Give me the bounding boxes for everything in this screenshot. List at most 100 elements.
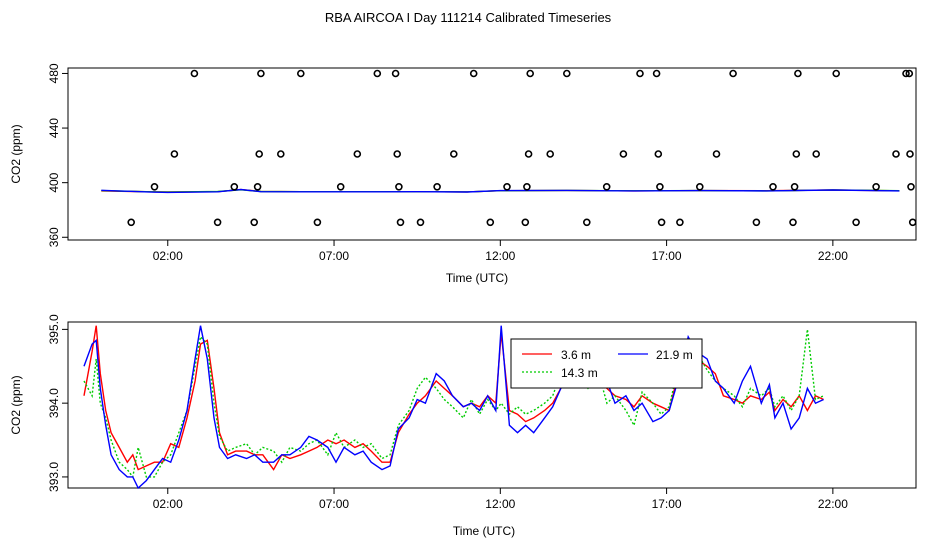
- scatter-point: [190, 69, 199, 78]
- scatter-point: [892, 150, 900, 158]
- legend-label-3-6m: 3.6 m: [561, 348, 591, 362]
- x-tick-label: 07:00: [319, 497, 349, 511]
- top-x-label: Time (UTC): [446, 271, 508, 285]
- scatter-point: [789, 218, 797, 227]
- y-tick-label: 394.0: [47, 388, 61, 418]
- scatter-point: [792, 150, 801, 158]
- bottom-x-axis: 02:00 07:00 12:00 17:00 22:00: [153, 488, 848, 511]
- legend: 3.6 m 14.3 m 21.9 m: [510, 338, 703, 389]
- scatter-point: [902, 69, 910, 78]
- scatter-point: [213, 218, 222, 227]
- scatter-point: [582, 218, 591, 227]
- scatter-point: [396, 218, 405, 227]
- bottom-panel: 393.0 394.0 395.0 02:00 07:00 12:00 17:00 22:0…: [9, 314, 917, 538]
- scatter-point: [393, 150, 402, 158]
- top-scatter-points: [127, 69, 917, 227]
- scatter-point: [391, 69, 400, 78]
- scatter-point: [695, 183, 704, 191]
- scatter-point: [906, 150, 914, 158]
- scatter-point: [872, 183, 880, 191]
- top-x-axis: 02:00 07:00 12:00 17:00 22:00: [153, 240, 848, 263]
- scatter-point: [794, 69, 802, 78]
- top-plot-frame: [67, 67, 917, 241]
- scatter-point: [523, 183, 531, 191]
- scatter-point: [907, 183, 915, 191]
- y-tick-label: 400: [47, 172, 61, 192]
- scatter-point: [524, 150, 533, 158]
- scatter-point: [486, 218, 495, 227]
- legend-box: [510, 338, 703, 389]
- scatter-point: [469, 69, 478, 78]
- scatter-point: [255, 150, 264, 158]
- series-line-21-9-m: [83, 325, 824, 490]
- x-tick-label: 12:00: [485, 497, 515, 511]
- bottom-x-label: Time (UTC): [453, 524, 515, 538]
- scatter-point: [170, 150, 179, 158]
- x-tick-label: 07:00: [319, 249, 349, 263]
- scatter-point: [257, 69, 265, 78]
- scatter-point: [908, 218, 917, 227]
- scatter-point: [313, 218, 322, 227]
- scatter-point: [712, 150, 721, 158]
- chart-title: RBA AIRCOA I Day 111214 Calibrated Times…: [325, 10, 612, 25]
- scatter-point: [395, 183, 403, 191]
- bottom-plot-frame: [67, 321, 917, 489]
- scatter-point: [449, 150, 458, 158]
- scatter-point: [676, 218, 684, 227]
- top-y-label: CO2 (ppm): [9, 124, 23, 183]
- scatter-point: [832, 69, 841, 78]
- scatter-point: [752, 218, 761, 227]
- top-y-axis: 360 400 440 480: [47, 63, 68, 247]
- scatter-point: [652, 69, 661, 78]
- x-tick-label: 22:00: [818, 249, 848, 263]
- series-line-14-3-m: [83, 329, 824, 479]
- scatter-point: [729, 69, 737, 78]
- scatter-point: [636, 69, 644, 78]
- scatter-point: [656, 183, 664, 191]
- legend-label-14-3m: 14.3 m: [561, 366, 598, 380]
- bottom-series-lines: [83, 325, 824, 490]
- scatter-point: [336, 183, 345, 191]
- y-tick-label: 480: [47, 63, 61, 83]
- scatter-point: [250, 218, 258, 227]
- x-tick-label: 17:00: [652, 497, 682, 511]
- scatter-point: [521, 218, 530, 227]
- x-tick-label: 12:00: [485, 249, 515, 263]
- x-tick-label: 22:00: [818, 497, 848, 511]
- scatter-point: [654, 150, 663, 158]
- scatter-point: [546, 150, 555, 158]
- scatter-point: [433, 183, 441, 191]
- legend-label-21-9m: 21.9 m: [656, 348, 693, 362]
- bottom-y-axis: 393.0 394.0 395.0: [47, 314, 68, 492]
- scatter-point: [619, 150, 628, 158]
- y-tick-label: 395.0: [47, 314, 61, 344]
- scatter-point: [526, 69, 535, 78]
- scatter-point: [353, 150, 362, 158]
- scatter-point: [852, 218, 860, 227]
- x-tick-label: 17:00: [652, 249, 682, 263]
- y-tick-label: 393.0: [47, 462, 61, 492]
- scatter-point: [769, 183, 777, 191]
- scatter-point: [150, 183, 159, 191]
- scatter-point: [230, 183, 239, 191]
- scatter-point: [602, 183, 611, 191]
- x-tick-label: 02:00: [153, 497, 183, 511]
- scatter-point: [503, 183, 511, 191]
- scatter-point: [416, 218, 425, 227]
- scatter-point: [657, 218, 666, 227]
- y-tick-label: 440: [47, 118, 61, 138]
- scatter-point: [296, 69, 305, 78]
- bottom-y-label: CO2 (ppm): [9, 375, 23, 434]
- top-series-lines: [101, 188, 900, 194]
- x-tick-label: 02:00: [153, 249, 183, 263]
- scatter-point: [790, 183, 799, 191]
- top-panel: 360 400 440 480 02:00 07:00 12:00 17:00 22:00 T…: [9, 63, 917, 285]
- scatter-point: [562, 69, 571, 78]
- y-tick-label: 360: [47, 227, 61, 247]
- scatter-point: [373, 69, 382, 78]
- scatter-point: [276, 150, 285, 158]
- scatter-point: [905, 69, 914, 78]
- series-line-21-9-m: [101, 188, 900, 194]
- scatter-point: [253, 183, 262, 191]
